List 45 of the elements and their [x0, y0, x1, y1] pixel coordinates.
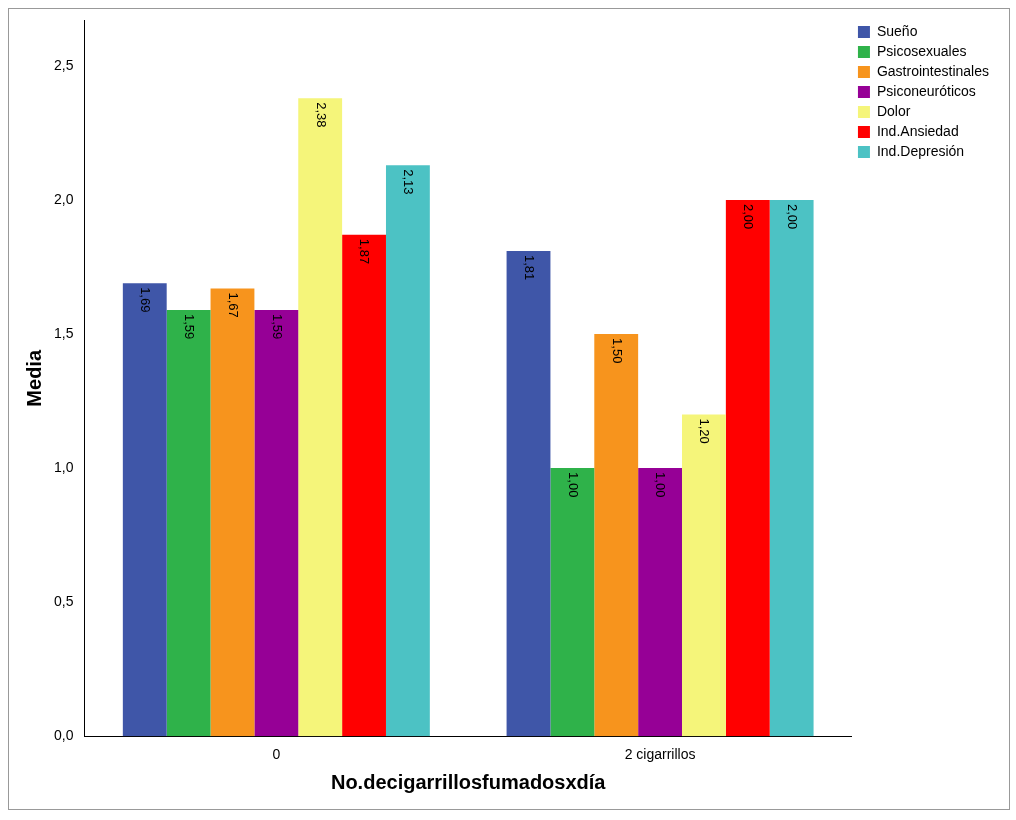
data-label: 1,87	[357, 238, 373, 265]
data-label: 1,67	[225, 292, 241, 318]
data-label: 2,13	[401, 169, 417, 195]
bar	[682, 414, 726, 737]
data-label: 2,00	[741, 204, 757, 230]
bar	[550, 468, 595, 737]
data-label: 1,59	[269, 313, 285, 340]
data-label: 1,81	[521, 254, 537, 281]
bar	[254, 309, 299, 737]
y-tick-label: 1,0	[53, 458, 74, 475]
legend-label: Psicosexuales	[876, 42, 967, 59]
data-label: 1,20	[697, 418, 713, 444]
y-tick-label: 2,5	[53, 56, 74, 73]
bar	[594, 334, 639, 737]
legend-label: Sueño	[876, 22, 918, 39]
data-label: 1,00	[565, 472, 581, 498]
bar	[506, 250, 551, 737]
x-tick-label: 2 cigarrillos	[624, 746, 696, 763]
data-label: 2,00	[785, 204, 801, 230]
legend-label: Psiconeuróticos	[876, 82, 976, 99]
bar	[769, 200, 814, 737]
legend-label: Ind.Depresión	[876, 142, 965, 159]
bar	[166, 309, 211, 737]
x-tick-label: 0	[272, 746, 281, 763]
x-axis-title: No.decigarrillosfumadosxdía	[330, 770, 607, 793]
data-label: 1,59	[182, 313, 198, 340]
data-label: 1,69	[138, 287, 154, 313]
data-label: 1,00	[653, 472, 669, 498]
legend-label: Gastrointestinales	[876, 62, 990, 79]
data-label: 1,50	[609, 338, 625, 364]
bar	[725, 200, 770, 737]
bar	[385, 165, 430, 737]
bar	[298, 98, 343, 737]
y-tick-label: 2,0	[53, 190, 74, 207]
bar	[638, 468, 682, 737]
legend-label: Ind.Ansiedad	[876, 122, 959, 139]
bar	[342, 234, 386, 737]
y-axis-title: Media	[22, 349, 45, 407]
y-tick-label: 0,0	[53, 727, 74, 744]
y-tick-label: 1,5	[53, 324, 74, 341]
bar	[210, 288, 255, 737]
bar	[122, 283, 167, 737]
y-tick-label: 0,5	[53, 593, 74, 610]
legend-label: Dolor	[876, 102, 911, 119]
data-label: 2,38	[313, 102, 329, 128]
